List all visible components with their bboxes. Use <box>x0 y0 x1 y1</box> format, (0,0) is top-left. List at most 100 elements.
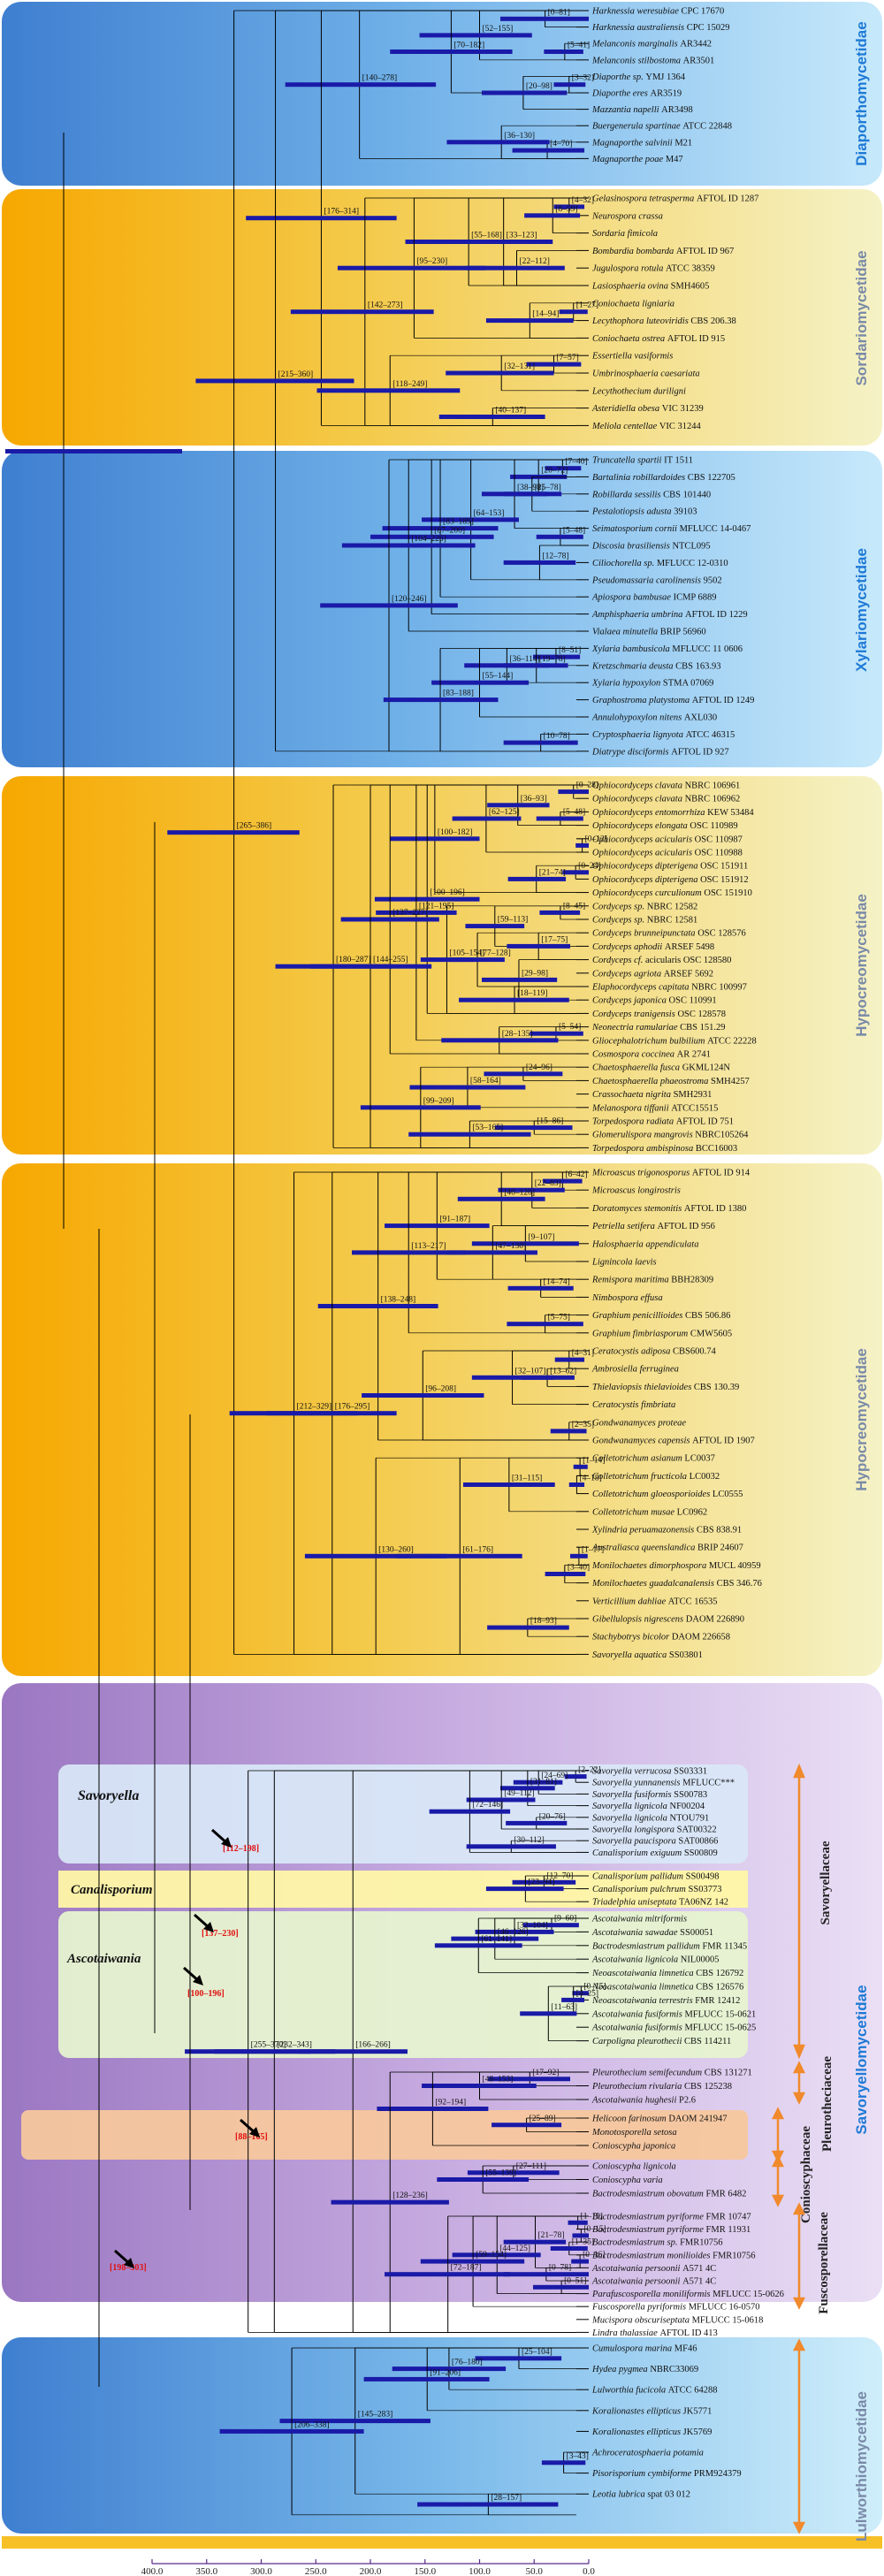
subclass-label-lulworthiomycetidae: Lulworthiomycetidae <box>853 2391 870 2542</box>
hpd-bar <box>195 378 354 384</box>
node-age-label: [36–93] <box>521 795 547 804</box>
hpd-bar <box>536 816 583 821</box>
hpd-bar <box>564 1774 587 1780</box>
subclass-label-savoryellomycetidae: Savoryellomycetidae <box>853 1985 870 2134</box>
subclass-label-hypocreomycetidae-1: Hypocreomycetidae <box>853 894 870 1037</box>
node-age-label: [70–182] <box>453 42 484 50</box>
taxon-label: Bactrodesmiastrum pallidum FMR 11345 <box>592 1941 747 1951</box>
taxon-label: Cryptosphaeria lignyota ATCC 46315 <box>592 730 735 740</box>
taxon-label: Thielaviopsis thielavioides CBS 130.39 <box>592 1383 739 1392</box>
node-age-label: [100–196] <box>430 888 465 897</box>
node-age-label: [0–16] <box>583 2251 605 2260</box>
node-age-label: [144–255] <box>373 956 408 964</box>
taxon-label: Gondwanamyces capensis AFTOL ID 1907 <box>592 1437 755 1446</box>
taxon-label: Pleurothecium rivularia CBS 125238 <box>591 2082 732 2092</box>
hpd-bar <box>331 2199 449 2205</box>
hpd-bar <box>340 917 439 922</box>
node-age-label: [0–24] <box>578 862 600 871</box>
axis-tick-label: 0.0 <box>583 2566 595 2576</box>
hpd-bar <box>544 50 583 54</box>
taxon-label: Diaporthe sp. YMJ 1364 <box>591 72 686 82</box>
taxon-label: Gibellulopsis nigrescens DAOM 226890 <box>592 1615 744 1625</box>
node-age-label: [46–126] <box>498 1928 529 1937</box>
taxon-label: Stachybotrys bicolor DAOM 226658 <box>592 1633 730 1642</box>
highlight-arrowhead <box>221 1837 232 1848</box>
node-age-label: [1–14] <box>583 1456 605 1465</box>
axis-tick-label: 50.0 <box>526 2566 544 2576</box>
node-age-label: [12–70] <box>546 1871 573 1880</box>
taxon-label: Magnaporthe salvinii M21 <box>591 138 692 148</box>
taxon-label: Microascus trigonosporus AFTOL ID 914 <box>591 1169 751 1178</box>
hpd-bar <box>304 1553 447 1559</box>
taxon-label: Diatrype disciformis AFTOL ID 927 <box>591 747 729 757</box>
highlight-age-label: [100–196] <box>187 1989 225 1999</box>
hpd-bar <box>457 1196 545 1201</box>
node-age-label: [176–295] <box>335 1403 370 1412</box>
taxon-label: Ascotaiwania mitriformis <box>591 1915 687 1924</box>
node-age-label: [121–195] <box>419 902 454 911</box>
hpd-bar <box>266 1411 397 1416</box>
taxon-label: Hydea pygmea NBRC33069 <box>591 2365 698 2374</box>
node-age-label: [55–144] <box>483 672 514 681</box>
hpd-bar <box>522 1923 579 1928</box>
taxon-label: Lignincola laevis <box>591 1258 657 1268</box>
taxon-label: Pestalotiopsis adusta 39103 <box>591 507 697 517</box>
taxon-label: Verticillium dahliae ATCC 16535 <box>592 1597 717 1606</box>
taxon-label: Leotia lubrica spat 03 012 <box>591 2490 690 2500</box>
taxon-label: Magnaporthe poae M47 <box>591 155 683 164</box>
hpd-bar <box>512 148 585 153</box>
taxon-label: Ascotaiwania persoonii A571 4C <box>591 2264 716 2274</box>
node-age-label: [27–111] <box>516 2162 546 2171</box>
node-age-label: [6–42] <box>565 1170 587 1179</box>
highlight-age-label: [88–165] <box>235 2132 268 2142</box>
taxon-label: Neoascotaiwania limnetica CBS 126576 <box>591 1983 743 1993</box>
taxon-label: Ascotaiwania fusiformis MFLUCC 15-0621 <box>591 2009 756 2019</box>
node-age-label: [130–260] <box>378 1545 414 1554</box>
hpd-bar <box>337 265 485 271</box>
canalisporium-box <box>58 1871 748 1908</box>
highlight-age-label: [112–198] <box>223 1844 259 1854</box>
taxon-label: Canalisporium pulchrum SS03773 <box>592 1885 721 1894</box>
taxon-label: Carpoligna pleurothecii CBS 114211 <box>592 2037 731 2046</box>
node-age-label: [22–83] <box>535 1179 561 1188</box>
subclass-label-hypocreomycetidae-2: Hypocreomycetidae <box>853 1348 870 1491</box>
hpd-bar <box>539 910 581 915</box>
lulworthiomycetidae-box <box>2 2337 882 2534</box>
hpd-bar <box>471 1241 579 1246</box>
node-age-label: [33–123] <box>507 232 537 240</box>
hpd-bar <box>575 842 589 848</box>
hpd-bar <box>570 1553 588 1559</box>
taxon-label: Xylaria bambusicola MFLUCC 11 0606 <box>591 644 743 654</box>
taxon-label: Chaetosphaerella phaeostroma SMH4257 <box>592 1077 750 1086</box>
tree-layer <box>5 10 589 2516</box>
taxon-label: Robillarda sessilis CBS 101440 <box>591 490 711 499</box>
node-age-label: [4–25] <box>576 1989 598 1998</box>
node-age-label: [0–12] <box>585 835 607 843</box>
highlight-arrowhead <box>124 2258 134 2268</box>
hpd-bar <box>392 2366 507 2372</box>
hpd-bar <box>550 2246 588 2251</box>
node-age-label: [138–248] <box>381 1296 416 1305</box>
node-age-label: [0–81] <box>548 8 570 17</box>
taxon-label: Amphisphaeria umbrina AFTOL ID 1229 <box>591 610 748 620</box>
hpd-bar <box>390 50 513 54</box>
taxon-label: Ophiocordyceps curculionum OSC 151910 <box>592 888 752 898</box>
savoryella-box <box>58 1764 748 1863</box>
taxon-label: Graphium penicillioides CBS 506.86 <box>592 1311 730 1321</box>
axis-tick-label: 200.0 <box>360 2566 382 2576</box>
family-arrows <box>771 1763 806 2534</box>
axis-tick-label: 300.0 <box>250 2566 272 2576</box>
hpd-bar <box>533 2284 589 2290</box>
taxon-label: Ceratocystis adiposa CBS600.74 <box>592 1347 716 1357</box>
taxon-label: Xylindria peruamazonensis CBS 838.91 <box>591 1526 742 1536</box>
taxon-label: Cordyceps tranigensis OSC 128578 <box>592 1010 726 1019</box>
taxon-label: Harknessia australiensis CPC 15029 <box>591 23 730 33</box>
node-age-label: [20–72] <box>541 466 568 475</box>
hpd-bar <box>481 977 558 982</box>
family-label-savoryellaceae: Savoryellaceae <box>819 1841 833 1924</box>
hpd-bar <box>320 603 458 608</box>
node-age-label: [83–189] <box>443 518 474 527</box>
taxon-label: Ophiocordyceps elongata OSC 110989 <box>592 821 738 831</box>
highlight-age-label: [137–230] <box>202 1929 239 1939</box>
node-age-label: [22–112] <box>519 257 549 266</box>
